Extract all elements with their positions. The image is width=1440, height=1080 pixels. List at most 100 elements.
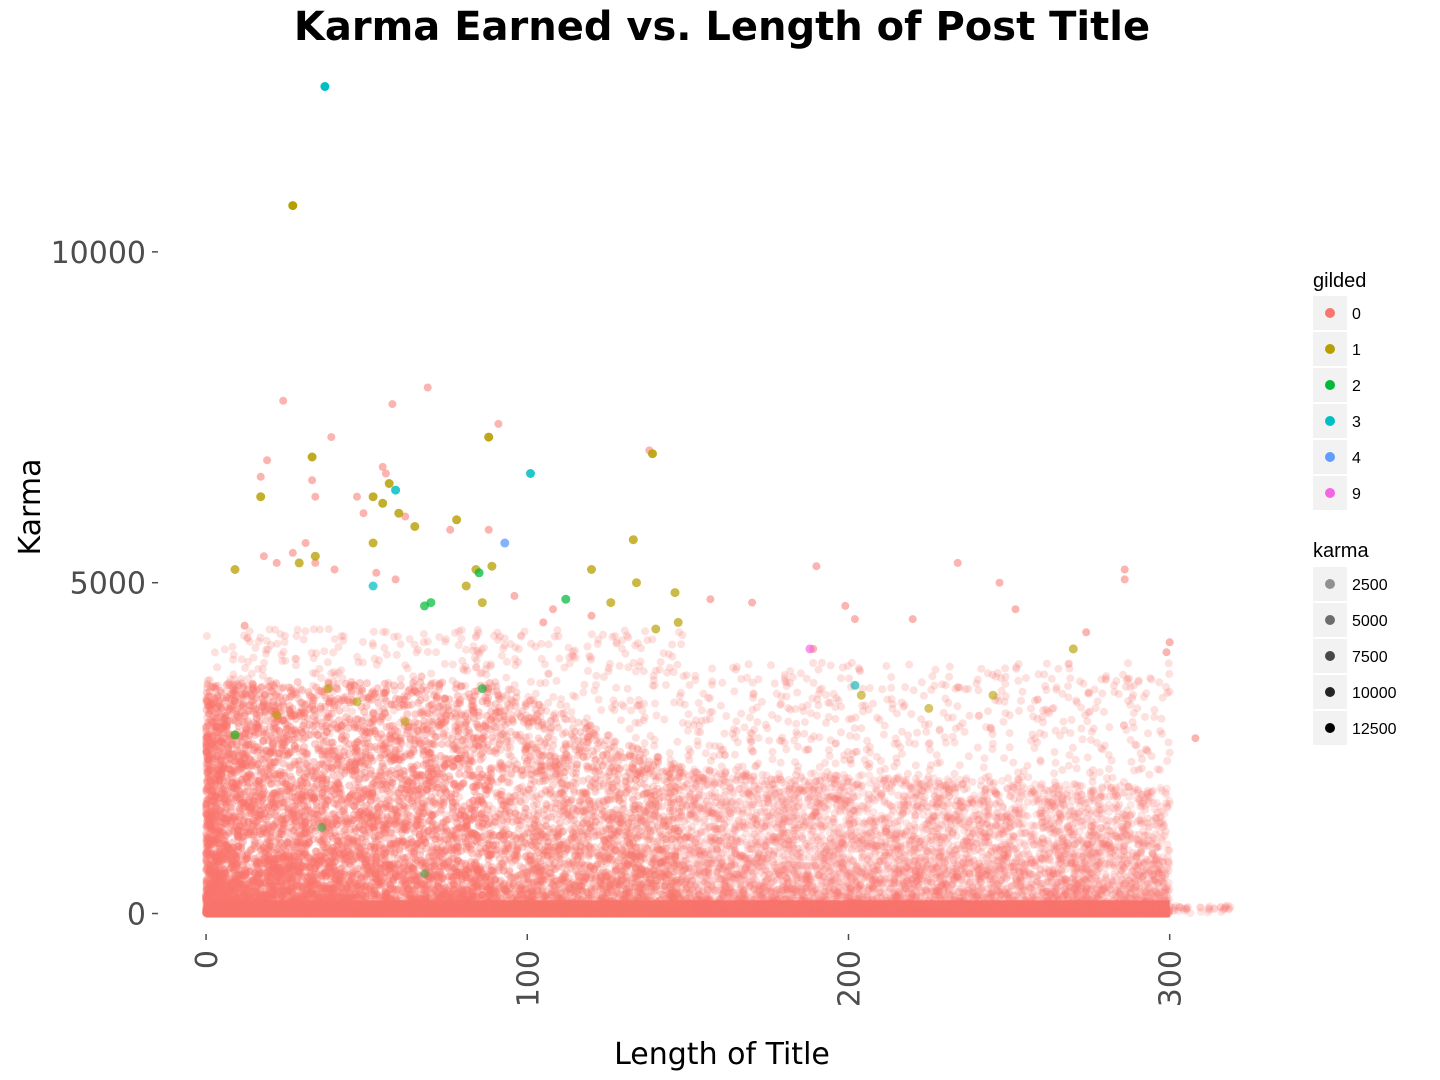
data-point-gilded-0 xyxy=(721,907,730,916)
data-point-gilded-0 xyxy=(899,893,908,902)
data-point-gilded-0 xyxy=(441,694,450,703)
data-point-gilded-0 xyxy=(1106,846,1115,855)
data-point-gilded-0 xyxy=(221,696,230,705)
data-point-gilded-0 xyxy=(1058,795,1067,804)
data-point-gilded-0 xyxy=(1144,796,1153,805)
data-point-gilded-0 xyxy=(220,907,229,916)
data-point-gilded-0 xyxy=(381,890,390,898)
data-point-gilded-0 xyxy=(754,905,763,914)
data-point-gilded-0 xyxy=(561,750,570,759)
data-point-gilded-0 xyxy=(885,848,894,857)
data-point-gilded-0 xyxy=(231,876,240,885)
data-point-gilded-0 xyxy=(371,729,380,738)
data-point-gilded-0 xyxy=(325,698,334,706)
data-point-gilded-0 xyxy=(330,858,339,866)
data-point-gilded-0 xyxy=(1019,819,1028,828)
data-point-gilded-0 xyxy=(652,908,661,917)
data-point-gilded-0 xyxy=(534,717,543,726)
data-point-gilded-0 xyxy=(1037,905,1046,913)
data-point-gilded-0 xyxy=(527,770,536,779)
data-point-gilded-0 xyxy=(320,884,329,893)
data-point-gilded-0 xyxy=(916,898,925,907)
data-point-gilded-0 xyxy=(396,756,405,765)
data-point-gilded-0 xyxy=(1025,908,1034,917)
data-point-gilded-0 xyxy=(252,903,261,911)
data-point-gilded-0 xyxy=(602,736,611,745)
data-point-gilded-0 xyxy=(877,903,886,912)
data-point-gilded-0 xyxy=(261,903,270,912)
data-point-gilded-0 xyxy=(388,873,397,882)
data-point-gilded-0 xyxy=(278,892,287,901)
data-point-gilded-0 xyxy=(814,803,823,811)
data-point-gilded-0 xyxy=(733,908,742,917)
data-point-gilded-0 xyxy=(994,808,1002,817)
data-point-gilded-0 xyxy=(1084,840,1092,849)
data-point-gilded-0 xyxy=(254,810,262,819)
data-point-gilded-0 xyxy=(481,880,490,889)
data-point-gilded-0 xyxy=(462,900,471,909)
data-point-gilded-0 xyxy=(409,850,418,858)
data-point-gilded-0 xyxy=(697,906,706,915)
data-point-gilded-0 xyxy=(217,887,226,896)
data-point-gilded-0 xyxy=(526,855,535,864)
data-point-gilded-0 xyxy=(1064,792,1073,800)
data-point-gilded-0 xyxy=(497,909,506,918)
data-point-gilded-0 xyxy=(441,908,450,917)
data-point-gilded-0 xyxy=(741,879,750,888)
data-point-gilded-0 xyxy=(961,888,970,897)
data-point-gilded-0 xyxy=(859,902,868,911)
data-point-gilded-0 xyxy=(202,907,211,916)
data-point-gilded-0 xyxy=(1109,908,1118,917)
data-point-gilded-0 xyxy=(317,877,326,886)
data-point-gilded-0 xyxy=(234,902,243,911)
data-point-gilded-0 xyxy=(214,905,223,914)
data-point-gilded-0 xyxy=(981,889,990,898)
data-point-gilded-0 xyxy=(1111,899,1120,908)
data-point-gilded-0 xyxy=(477,891,486,899)
data-point-gilded-0 xyxy=(271,890,280,899)
data-point-gilded-0 xyxy=(209,886,218,895)
data-point-gilded-0 xyxy=(1052,797,1061,806)
data-point-gilded-0 xyxy=(355,852,364,861)
data-point-gilded-0 xyxy=(938,833,947,842)
data-point-gilded-0 xyxy=(591,817,600,826)
data-point-gilded-0 xyxy=(982,907,990,916)
data-point-gilded-0 xyxy=(478,734,486,743)
data-point-gilded-0 xyxy=(472,909,481,918)
data-point-gilded-0 xyxy=(248,679,257,688)
data-point-gilded-0 xyxy=(1008,908,1017,917)
data-point-gilded-0 xyxy=(271,902,280,911)
data-point-gilded-0 xyxy=(646,832,655,841)
data-point-gilded-0 xyxy=(606,885,615,894)
data-point-gilded-0 xyxy=(1150,876,1159,885)
data-point-gilded-0 xyxy=(777,905,786,914)
data-point-gilded-0 xyxy=(392,908,401,917)
data-point-gilded-0 xyxy=(690,902,699,910)
data-point-gilded-0 xyxy=(685,863,694,872)
data-point-gilded-0 xyxy=(1066,883,1075,891)
data-point-gilded-0 xyxy=(1139,896,1148,905)
data-point-gilded-0 xyxy=(241,872,250,881)
data-point-gilded-0 xyxy=(964,859,973,868)
data-point-gilded-0 xyxy=(345,894,353,903)
data-point-gilded-0 xyxy=(984,894,993,903)
data-point-gilded-0 xyxy=(416,880,425,889)
data-point-gilded-0 xyxy=(203,846,212,854)
data-point-gilded-0 xyxy=(279,893,288,901)
data-point-gilded-0 xyxy=(1044,814,1053,823)
plot-points xyxy=(202,383,1235,918)
data-point-gilded-0 xyxy=(593,908,602,917)
data-point-gilded-0 xyxy=(834,878,843,886)
data-point-gilded-0 xyxy=(883,899,892,908)
data-point-gilded-0 xyxy=(684,907,693,916)
data-point-gilded-0 xyxy=(1069,881,1078,890)
data-point-gilded-0 xyxy=(203,891,212,900)
data-point-gilded-0 xyxy=(499,712,508,721)
data-point-gilded-0 xyxy=(1156,890,1165,899)
data-point-gilded-0 xyxy=(792,909,801,918)
data-point-gilded-0 xyxy=(555,773,564,782)
data-point-gilded-0 xyxy=(328,869,337,878)
data-point-gilded-0 xyxy=(491,875,500,884)
data-point-gilded-0 xyxy=(820,803,828,812)
data-point-gilded-0 xyxy=(1153,864,1162,873)
